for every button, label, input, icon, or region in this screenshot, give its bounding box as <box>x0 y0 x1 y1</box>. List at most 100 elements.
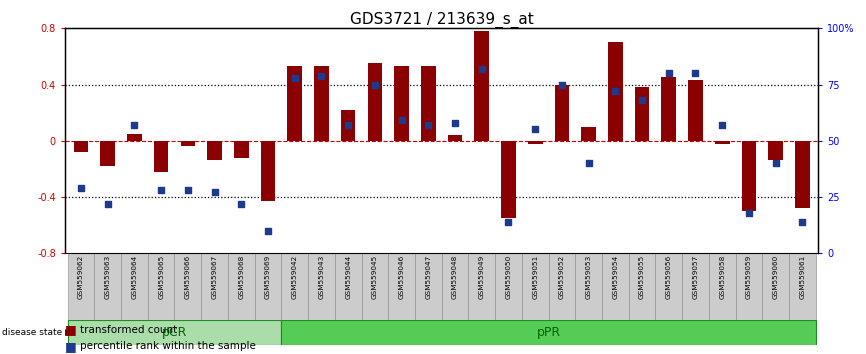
Point <box>208 190 222 195</box>
Text: disease state ▶: disease state ▶ <box>2 328 72 337</box>
Bar <box>255 253 281 320</box>
Bar <box>281 320 816 345</box>
Bar <box>501 141 516 218</box>
Bar <box>448 135 462 141</box>
Point <box>314 73 328 78</box>
Text: GSM559061: GSM559061 <box>799 255 805 299</box>
Bar <box>575 253 602 320</box>
Point <box>715 122 729 128</box>
Bar <box>367 63 382 141</box>
Bar <box>629 253 656 320</box>
Text: percentile rank within the sample: percentile rank within the sample <box>80 341 255 351</box>
Text: GSM559049: GSM559049 <box>479 255 485 299</box>
Point <box>742 210 756 216</box>
Point <box>795 219 809 224</box>
Bar <box>394 66 409 141</box>
Text: GSM559042: GSM559042 <box>292 255 298 299</box>
Text: GSM559044: GSM559044 <box>346 255 351 299</box>
Bar <box>442 253 469 320</box>
Point <box>635 97 649 103</box>
Bar <box>762 253 789 320</box>
Point <box>127 122 141 128</box>
Bar <box>735 253 762 320</box>
Point <box>368 82 382 87</box>
Point <box>181 187 195 193</box>
Text: ■: ■ <box>65 324 77 336</box>
Bar <box>656 253 682 320</box>
Bar <box>68 253 94 320</box>
Bar <box>522 253 548 320</box>
Bar <box>94 253 121 320</box>
Bar <box>121 253 148 320</box>
Text: pCR: pCR <box>162 326 187 339</box>
Bar <box>795 141 810 208</box>
Bar <box>68 320 281 345</box>
Bar <box>207 141 222 160</box>
Text: GSM559058: GSM559058 <box>719 255 725 299</box>
Bar <box>74 141 88 152</box>
Point <box>609 88 623 94</box>
Bar <box>388 253 415 320</box>
Point <box>555 82 569 87</box>
Text: GSM559051: GSM559051 <box>533 255 538 299</box>
Bar <box>314 66 329 141</box>
Bar <box>261 141 275 201</box>
Text: pPR: pPR <box>536 326 560 339</box>
Point <box>422 122 436 128</box>
Bar <box>174 253 201 320</box>
Text: GSM559068: GSM559068 <box>238 255 244 299</box>
Text: GSM559045: GSM559045 <box>372 255 378 299</box>
Point <box>395 118 409 123</box>
Text: GSM559067: GSM559067 <box>211 255 217 299</box>
Bar <box>100 141 115 166</box>
Bar <box>581 127 596 141</box>
Text: GSM559048: GSM559048 <box>452 255 458 299</box>
Point <box>662 70 675 76</box>
Text: GSM559064: GSM559064 <box>132 255 138 299</box>
Text: ■: ■ <box>65 340 77 353</box>
Point <box>448 120 462 126</box>
Text: transformed count: transformed count <box>80 325 177 335</box>
Bar <box>415 253 442 320</box>
Bar <box>495 253 522 320</box>
Bar <box>288 66 302 141</box>
Point <box>261 228 275 234</box>
Bar <box>201 253 228 320</box>
Point <box>235 201 249 206</box>
Point <box>100 201 114 206</box>
Bar <box>608 42 623 141</box>
Bar <box>180 141 195 146</box>
Bar <box>714 141 729 143</box>
Bar <box>662 78 676 141</box>
Bar <box>688 80 703 141</box>
Point <box>769 160 783 166</box>
Point <box>475 66 488 72</box>
Text: GSM559050: GSM559050 <box>506 255 512 299</box>
Bar <box>741 141 756 211</box>
Text: GSM559056: GSM559056 <box>666 255 672 299</box>
Text: GSM559062: GSM559062 <box>78 255 84 299</box>
Bar <box>527 141 542 143</box>
Text: GSM559069: GSM559069 <box>265 255 271 299</box>
Bar <box>308 253 335 320</box>
Bar <box>361 253 388 320</box>
Text: GSM559046: GSM559046 <box>398 255 404 299</box>
Text: GSM559052: GSM559052 <box>559 255 565 299</box>
Bar <box>234 141 249 158</box>
Bar <box>682 253 709 320</box>
Bar <box>154 141 169 172</box>
Point <box>501 219 515 224</box>
Text: GSM559043: GSM559043 <box>319 255 325 299</box>
Bar <box>335 253 361 320</box>
Text: GSM559060: GSM559060 <box>772 255 779 299</box>
Bar <box>228 253 255 320</box>
Text: GSM559057: GSM559057 <box>693 255 699 299</box>
Bar <box>768 141 783 160</box>
Point <box>528 127 542 132</box>
Point <box>688 70 702 76</box>
Bar <box>341 110 356 141</box>
Bar <box>635 87 650 141</box>
Text: GSM559065: GSM559065 <box>158 255 165 299</box>
Point <box>74 185 88 191</box>
Bar <box>789 253 816 320</box>
